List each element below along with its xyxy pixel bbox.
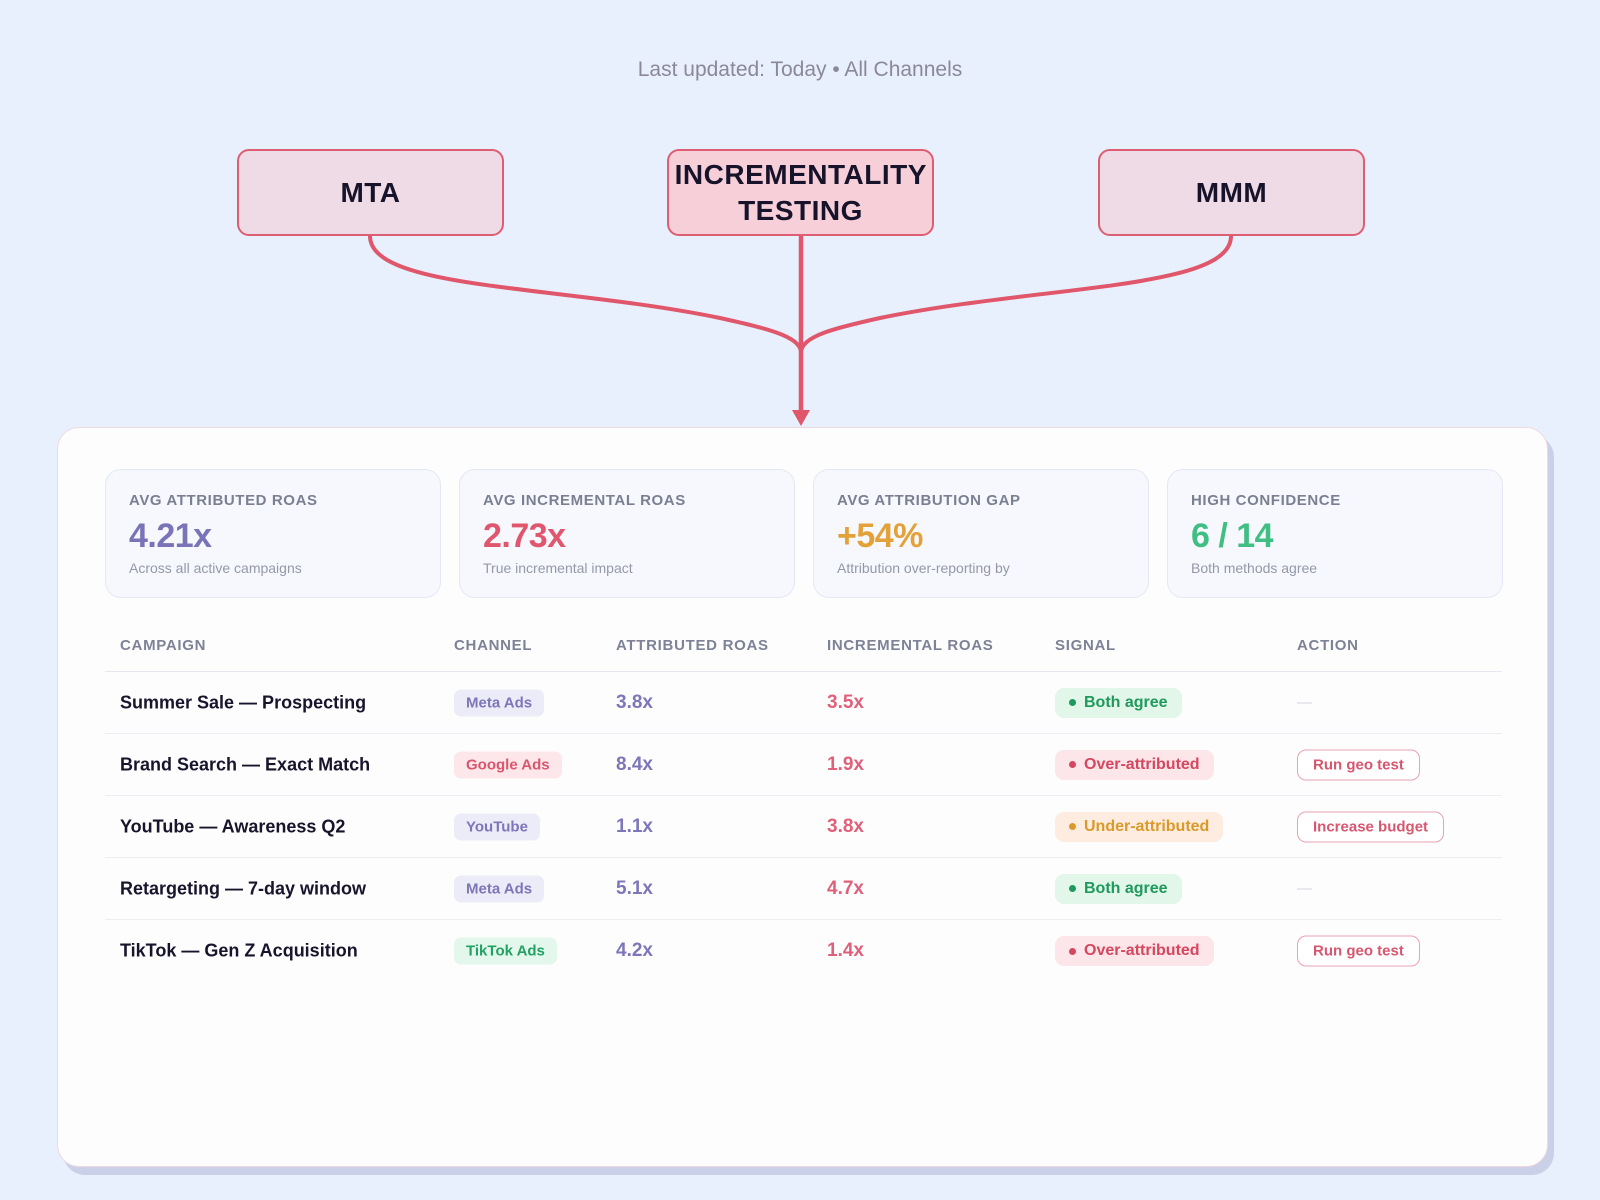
kpi-value: 4.21x <box>129 517 212 555</box>
kpi-card-high-confidence: HIGH CONFIDENCE 6 / 14 Both methods agre… <box>1167 469 1503 598</box>
signal-cell: Both agree <box>1055 687 1182 718</box>
flow-connector-diagram <box>368 235 1233 426</box>
kpi-card-attributed-roas: AVG ATTRIBUTED ROAS 4.21x Across all act… <box>105 469 441 598</box>
channel-badge: Google Ads <box>454 751 562 778</box>
signal-badge: Under-attributed <box>1055 811 1224 842</box>
status-dot-icon <box>1069 761 1076 768</box>
signal-label: Both agree <box>1084 693 1168 711</box>
attributed-roas-value: 8.4x <box>616 753 653 775</box>
column-header-signal: SIGNAL <box>1055 637 1116 654</box>
connector-mta <box>368 235 803 353</box>
method-box-mmm: MMM <box>1098 149 1365 236</box>
kpi-value: +54% <box>837 517 923 555</box>
kpi-card-incremental-roas: AVG INCREMENTAL ROAS 2.73x True incremen… <box>459 469 795 598</box>
kpi-label: AVG ATTRIBUTED ROAS <box>129 492 318 509</box>
channel-badge: YouTube <box>454 813 540 840</box>
kpi-card-attribution-gap: AVG ATTRIBUTION GAP +54% Attribution ove… <box>813 469 1149 598</box>
kpi-subtext: Across all active campaigns <box>129 560 302 576</box>
signal-cell: Over-attributed <box>1055 749 1214 780</box>
action-button[interactable]: Run geo test <box>1297 749 1420 780</box>
table-row: YouTube — Awareness Q2 YouTube 1.1x 3.8x Und… <box>105 796 1502 858</box>
campaign-name: TikTok — Gen Z Acquisition <box>120 940 358 961</box>
dashboard-card: AVG ATTRIBUTED ROAS 4.21x Across all act… <box>57 427 1548 1167</box>
channel-cell: Google Ads <box>454 751 562 778</box>
action-cell: — <box>1297 694 1312 712</box>
campaign-name: YouTube — Awareness Q2 <box>120 816 346 836</box>
attributed-roas-value: 4.2x <box>616 940 653 961</box>
status-dot-icon <box>1069 823 1076 830</box>
method-box-incrementality-testing: INCREMENTALITY TESTING <box>667 149 934 236</box>
last-updated-text: Last updated: Today • All Channels <box>637 58 963 81</box>
no-action-dash: — <box>1297 879 1312 897</box>
signal-badge: Over-attributed <box>1055 749 1214 780</box>
kpi-label: AVG ATTRIBUTION GAP <box>837 492 1021 509</box>
signal-badge: Over-attributed <box>1055 936 1214 966</box>
channel-cell: YouTube <box>454 813 540 840</box>
signal-badge: Both agree <box>1055 687 1182 718</box>
kpi-row: AVG ATTRIBUTED ROAS 4.21x Across all act… <box>105 469 1503 598</box>
column-header-attributed-roas: ATTRIBUTED ROAS <box>616 637 769 654</box>
signal-cell: Under-attributed <box>1055 811 1224 842</box>
campaign-name: Summer Sale — Prospecting <box>120 692 367 712</box>
campaign-name: Brand Search — Exact Match <box>120 754 371 774</box>
kpi-subtext: Both methods agree <box>1191 560 1318 576</box>
kpi-subtext: Attribution over-reporting by <box>837 560 1010 576</box>
campaign-name: Retargeting — 7-day window <box>120 878 367 898</box>
column-header-campaign: CAMPAIGN <box>120 637 207 654</box>
signal-label: Under-attributed <box>1084 817 1210 835</box>
signal-label: Over-attributed <box>1084 755 1200 773</box>
connector-mmm <box>799 235 1233 353</box>
signal-cell: Over-attributed <box>1055 936 1214 966</box>
signal-label: Over-attributed <box>1084 942 1200 959</box>
arrowhead-icon <box>792 410 810 426</box>
table-row: TikTok — Gen Z Acquisition TikTok Ads 4.2x… <box>105 920 1502 982</box>
action-button[interactable]: Increase budget <box>1297 811 1445 842</box>
table-body: Summer Sale — Prospecting Meta Ads 3.8x 3.5… <box>105 672 1502 982</box>
incremental-roas-value: 4.7x <box>827 877 864 899</box>
kpi-value: 2.73x <box>483 517 566 555</box>
incremental-roas-value: 3.8x <box>827 815 864 837</box>
attributed-roas-value: 5.1x <box>616 877 653 899</box>
no-action-dash: — <box>1297 693 1312 711</box>
status-dot-icon <box>1069 947 1076 955</box>
column-header-incremental-roas: INCREMENTAL ROAS <box>827 637 994 654</box>
signal-label: Both agree <box>1084 879 1168 897</box>
table-header: CAMPAIGN CHANNEL ATTRIBUTED ROAS INCREME… <box>105 628 1502 672</box>
status-dot-icon <box>1069 699 1076 706</box>
action-cell: Increase budget <box>1297 811 1445 842</box>
incremental-roas-value: 1.4x <box>827 940 864 961</box>
kpi-label: HIGH CONFIDENCE <box>1191 492 1341 509</box>
signal-cell: Both agree <box>1055 873 1182 904</box>
channel-badge: TikTok Ads <box>454 937 557 965</box>
method-box-mta: MTA <box>237 149 504 236</box>
table-row: Brand Search — Exact Match Google Ads 8.4x… <box>105 734 1502 796</box>
channel-badge: Meta Ads <box>454 875 545 902</box>
incremental-roas-value: 3.5x <box>827 691 864 713</box>
incremental-roas-value: 1.9x <box>827 753 864 775</box>
kpi-label: AVG INCREMENTAL ROAS <box>483 492 686 509</box>
signal-badge: Both agree <box>1055 873 1182 904</box>
campaign-table: CAMPAIGN CHANNEL ATTRIBUTED ROAS INCREME… <box>105 628 1502 982</box>
column-header-action: ACTION <box>1297 637 1359 654</box>
attributed-roas-value: 3.8x <box>616 691 653 713</box>
action-cell: Run geo test <box>1297 749 1420 780</box>
table-row: Summer Sale — Prospecting Meta Ads 3.8x 3.5… <box>105 672 1502 734</box>
channel-cell: TikTok Ads <box>454 937 557 965</box>
kpi-value: 6 / 14 <box>1191 517 1274 555</box>
channel-cell: Meta Ads <box>454 875 545 902</box>
channel-badge: Meta Ads <box>454 689 545 716</box>
column-header-channel: CHANNEL <box>454 637 533 654</box>
kpi-subtext: True incremental impact <box>483 560 633 576</box>
action-button[interactable]: Run geo test <box>1297 935 1420 967</box>
status-dot-icon <box>1069 885 1076 892</box>
channel-cell: Meta Ads <box>454 689 545 716</box>
attributed-roas-value: 1.1x <box>616 815 653 837</box>
action-cell: Run geo test <box>1297 935 1420 967</box>
action-cell: — <box>1297 880 1312 898</box>
table-row: Retargeting — 7-day window Meta Ads 5.1x 4.… <box>105 858 1502 920</box>
